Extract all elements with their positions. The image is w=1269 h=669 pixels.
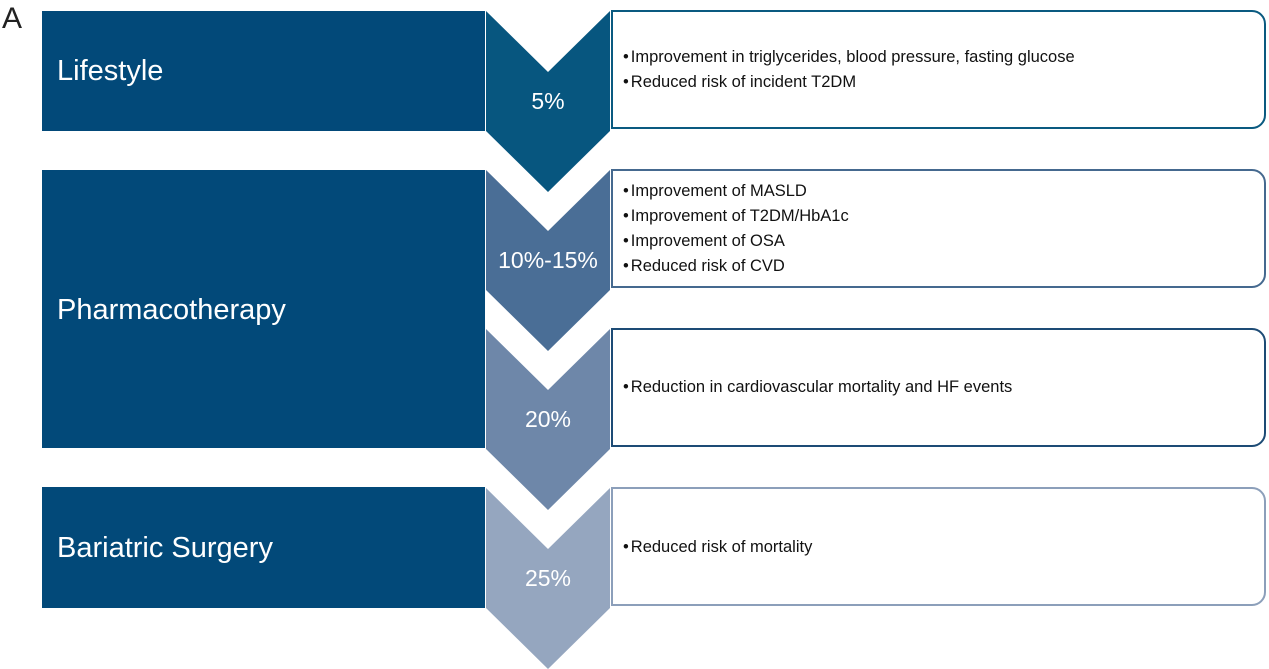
intervention-bar-pharmacotherapy: Pharmacotherapy [42,170,485,448]
intervention-bar-bariatric-surgery: Bariatric Surgery [42,487,485,608]
outcome-box-level-2: Improvement of MASLD Improvement of T2DM… [611,169,1266,288]
outcome-box-level-3: Reduction in cardiovascular mortality an… [611,328,1266,447]
chevron-level-1 [486,11,610,192]
outcome-box-level-4: Reduced risk of mortality [611,487,1266,606]
outcome-list: Improvement in triglycerides, blood pres… [623,45,1075,95]
outcome-item: Reduced risk of mortality [623,535,813,560]
outcome-box-level-1: Improvement in triglycerides, blood pres… [611,10,1266,129]
outcome-item: Reduced risk of incident T2DM [623,70,1075,95]
outcome-item: Improvement of OSA [623,229,849,254]
outcome-item: Improvement of MASLD [623,179,849,204]
intervention-label: Bariatric Surgery [57,532,273,564]
outcome-list: Reduced risk of mortality [623,535,813,560]
outcome-item: Improvement in triglycerides, blood pres… [623,45,1075,70]
weight-loss-percent: 25% [524,565,572,591]
chevron-level-3 [486,329,610,510]
intervention-bar-lifestyle: Lifestyle [42,11,485,131]
panel-letter: A [2,2,23,35]
weight-loss-percent: 5% [531,88,565,114]
weight-loss-percent: 10%-15% [498,247,598,273]
chevron-level-2 [486,170,610,351]
outcome-item: Reduction in cardiovascular mortality an… [623,375,1013,400]
outcome-list: Improvement of MASLD Improvement of T2DM… [623,179,849,279]
weight-loss-percent: 20% [524,406,572,432]
outcome-list: Reduction in cardiovascular mortality an… [623,375,1013,400]
intervention-label: Pharmacotherapy [57,294,286,326]
outcome-item: Improvement of T2DM/HbA1c [623,204,849,229]
intervention-label: Lifestyle [57,55,164,87]
chevron-level-4 [486,488,610,669]
outcome-item: Reduced risk of CVD [623,254,849,279]
